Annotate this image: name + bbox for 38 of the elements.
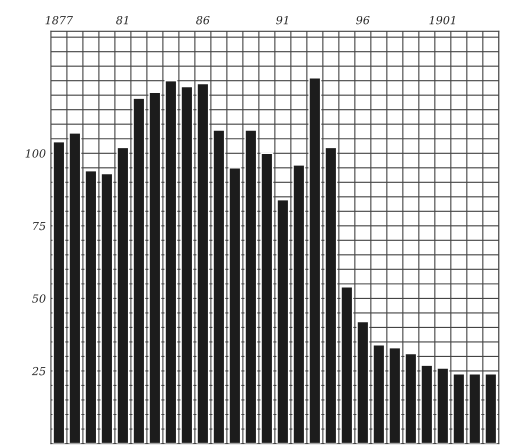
bar [84, 170, 98, 444]
bar [324, 146, 338, 444]
bar [132, 97, 146, 444]
y-tick-label: 75 [33, 222, 46, 230]
bar [484, 373, 498, 444]
bar [452, 373, 466, 444]
bar [164, 80, 178, 444]
y-tick-label: 50 [32, 294, 46, 303]
bar [196, 82, 210, 444]
bar [180, 86, 194, 444]
bar [388, 347, 402, 444]
bar [436, 367, 450, 444]
bar [292, 164, 306, 444]
y-tick-label: 25 [32, 366, 46, 376]
bar [228, 167, 242, 444]
bar [148, 92, 162, 444]
bar [372, 344, 386, 444]
bar [116, 146, 130, 444]
bar [404, 352, 418, 444]
bar [468, 373, 482, 444]
bar [356, 320, 370, 444]
bar [100, 172, 114, 444]
x-tick-label: 91 [276, 16, 288, 24]
y-tick-label: 100 [26, 149, 46, 158]
x-tick-label: 81 [116, 16, 128, 24]
x-tick-label: 1901 [429, 16, 455, 24]
bar [68, 132, 82, 444]
x-tick-label: 1877 [46, 16, 74, 24]
x-tick-label: 96 [356, 16, 370, 24]
bar [212, 129, 226, 444]
bar [52, 140, 66, 444]
bar [244, 129, 258, 444]
bar [308, 77, 322, 444]
bar [340, 286, 354, 444]
x-tick-label: 86 [196, 16, 210, 24]
bar [260, 152, 274, 444]
bar [276, 199, 290, 444]
bar [420, 364, 434, 444]
